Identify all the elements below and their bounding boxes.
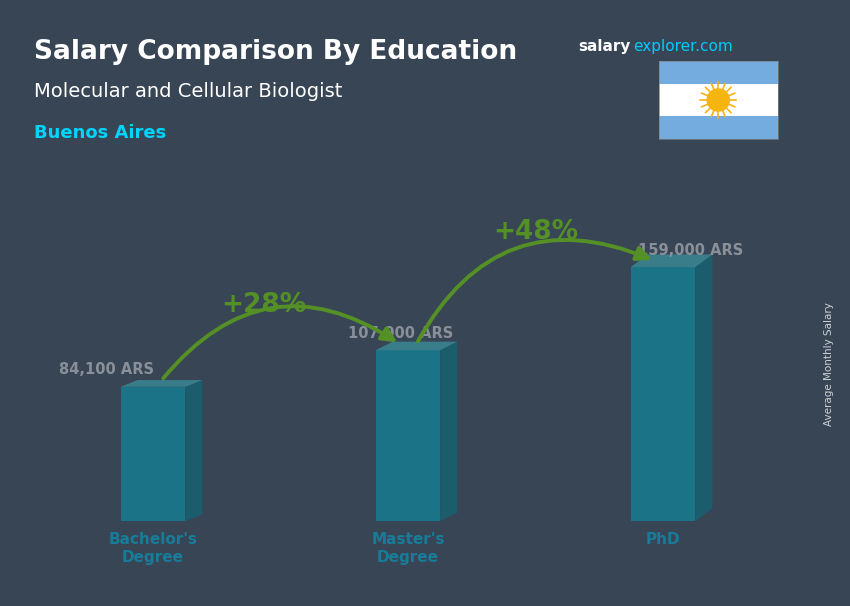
Text: Buenos Aires: Buenos Aires (34, 124, 167, 142)
Text: salary: salary (578, 39, 631, 55)
Polygon shape (121, 380, 202, 387)
Bar (659, 116, 778, 139)
Text: 84,100 ARS: 84,100 ARS (60, 362, 155, 377)
Bar (121, 387, 185, 521)
Bar (376, 350, 440, 521)
FancyArrowPatch shape (418, 240, 648, 341)
Circle shape (707, 89, 729, 111)
Polygon shape (695, 255, 712, 521)
Text: +48%: +48% (493, 219, 578, 245)
Text: Salary Comparison By Education: Salary Comparison By Education (34, 39, 517, 65)
Bar (659, 84, 778, 116)
Polygon shape (376, 342, 457, 350)
FancyArrowPatch shape (163, 306, 394, 378)
Bar (659, 61, 778, 84)
Polygon shape (185, 380, 202, 521)
Text: explorer.com: explorer.com (633, 39, 733, 55)
Text: Molecular and Cellular Biologist: Molecular and Cellular Biologist (34, 82, 343, 101)
Text: 159,000 ARS: 159,000 ARS (638, 242, 743, 258)
Bar (631, 267, 695, 521)
Polygon shape (440, 342, 457, 521)
Text: Average Monthly Salary: Average Monthly Salary (824, 302, 834, 425)
Text: 107,000 ARS: 107,000 ARS (348, 325, 454, 341)
Polygon shape (631, 255, 712, 267)
Text: +28%: +28% (221, 291, 306, 318)
